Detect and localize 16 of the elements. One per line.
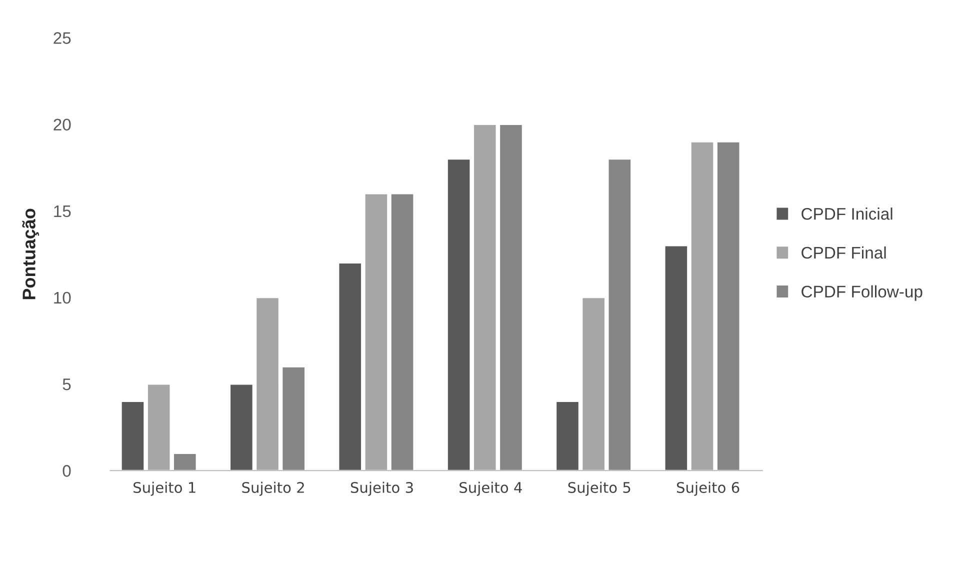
legend-label: CPDF Final (802, 246, 886, 259)
y-tick-label: 25 (54, 32, 71, 44)
x-tick-label: Sujeito 4 (460, 482, 522, 496)
x-tick-label: Sujeito 5 (568, 482, 630, 496)
y-axis-title: Pontuação (22, 208, 39, 300)
y-tick-label: 15 (54, 205, 71, 218)
y-tick-label: 0 (62, 465, 71, 477)
x-tick-label: Sujeito 2 (242, 482, 304, 496)
legend-label: CPDF Follow-up (802, 285, 922, 301)
y-tick-label: 20 (54, 118, 71, 131)
legend-label: CPDF Inicial (802, 208, 892, 220)
x-tick-label: Sujeito 6 (676, 482, 740, 496)
x-tick-label: Sujeito 3 (350, 482, 413, 496)
x-tick-label: Sujeito 1 (134, 482, 196, 496)
y-tick-label: 10 (54, 292, 71, 304)
y-tick-label: 5 (62, 378, 71, 390)
